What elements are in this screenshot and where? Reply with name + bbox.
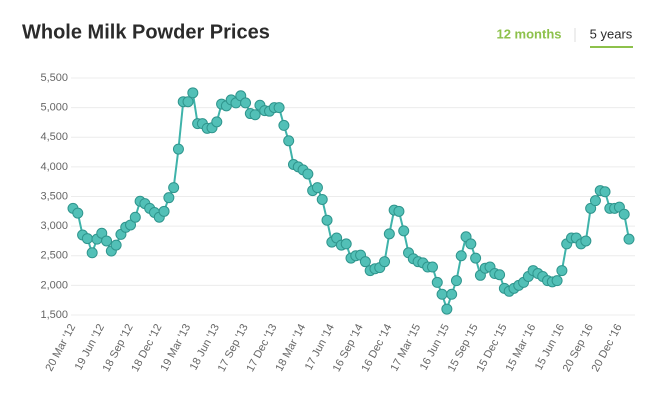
y-tick-label: 1,500 xyxy=(40,309,68,321)
price-point xyxy=(450,275,462,287)
y-tick-label: 5,000 xyxy=(40,102,68,114)
price-point xyxy=(431,276,443,288)
tab[interactable]: 5 years xyxy=(590,26,633,41)
price-point xyxy=(426,261,438,273)
price-point xyxy=(470,252,482,264)
price-point xyxy=(398,225,410,237)
price-point xyxy=(599,186,611,198)
price-point xyxy=(278,119,290,131)
price-point xyxy=(72,207,84,219)
price-point xyxy=(618,208,630,220)
price-point xyxy=(163,192,175,204)
price-point xyxy=(556,265,568,277)
price-point xyxy=(321,214,333,226)
price-point xyxy=(273,102,285,114)
price-point xyxy=(86,247,98,259)
price-point xyxy=(240,97,252,109)
price-point xyxy=(211,116,223,128)
y-tick-label: 4,500 xyxy=(40,131,68,143)
price-point xyxy=(465,238,477,250)
price-point xyxy=(96,227,108,239)
price-point xyxy=(393,205,405,217)
price-point xyxy=(585,202,597,214)
x-tick-label: 20 Dec '16 xyxy=(590,322,625,374)
price-point xyxy=(383,228,395,240)
price-point xyxy=(101,235,113,247)
tab[interactable]: 12 months xyxy=(496,26,561,41)
price-point xyxy=(125,219,137,231)
price-point xyxy=(580,235,592,247)
price-point xyxy=(623,233,635,245)
price-point xyxy=(436,288,448,300)
price-point xyxy=(158,205,170,217)
price-point xyxy=(494,269,506,281)
price-point xyxy=(249,109,261,121)
price-point xyxy=(311,182,323,194)
y-tick-label: 3,000 xyxy=(40,220,68,232)
price-point xyxy=(172,143,184,155)
price-point xyxy=(446,288,458,300)
price-point xyxy=(283,135,295,147)
y-tick-label: 2,000 xyxy=(40,279,68,291)
y-tick-label: 2,500 xyxy=(40,250,68,262)
price-point xyxy=(302,168,314,180)
y-tick-label: 3,500 xyxy=(40,190,68,202)
price-point xyxy=(340,238,352,250)
price-point xyxy=(187,87,199,99)
page-title: Whole Milk Powder Prices xyxy=(22,21,270,43)
y-tick-label: 4,000 xyxy=(40,161,68,173)
price-point xyxy=(110,239,122,251)
y-tick-label: 5,500 xyxy=(40,72,68,84)
price-point xyxy=(168,182,180,194)
price-point xyxy=(81,233,93,245)
price-point xyxy=(551,275,563,287)
price-point xyxy=(359,256,371,268)
price-point xyxy=(455,250,467,262)
price-point xyxy=(441,303,453,315)
price-point xyxy=(182,96,194,108)
price-point xyxy=(589,195,601,207)
price-point xyxy=(316,193,328,205)
price-point xyxy=(379,256,391,268)
price-point xyxy=(129,211,141,223)
